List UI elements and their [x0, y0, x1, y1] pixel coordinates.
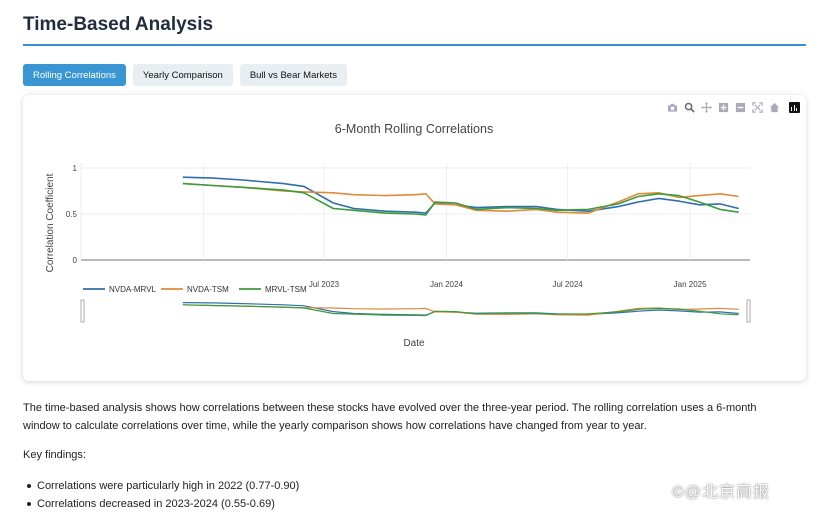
- pan-icon[interactable]: [700, 101, 713, 114]
- y-tick-label: 0.5: [66, 210, 78, 219]
- plotly-logo-icon[interactable]: [789, 102, 800, 113]
- y-tick-label: 0: [73, 256, 78, 265]
- list-item: Correlations decreased in 2023-2024 (0.5…: [27, 495, 299, 513]
- bullet-icon: [27, 484, 31, 488]
- tab-rolling-correlations[interactable]: Rolling Correlations: [23, 64, 126, 86]
- zoom-out-icon[interactable]: [734, 101, 747, 114]
- reset-axes-icon[interactable]: [768, 101, 781, 114]
- slider-handle-right[interactable]: [746, 299, 751, 323]
- range-slider[interactable]: [80, 299, 751, 323]
- findings-list: Correlations were particularly high in 2…: [27, 477, 299, 513]
- title-divider: [23, 44, 806, 46]
- x-tick-label: Jul 2024: [552, 280, 583, 289]
- chart-title: 6-Month Rolling Correlations: [335, 122, 493, 136]
- key-findings-label: Key findings:: [23, 449, 86, 461]
- chart-series-group: [182, 176, 739, 216]
- chart-grid: [80, 163, 750, 261]
- bullet-icon: [27, 502, 31, 506]
- autoscale-icon[interactable]: [751, 101, 764, 114]
- camera-icon[interactable]: [666, 101, 679, 114]
- tab-bull-vs-bear-markets[interactable]: Bull vs Bear Markets: [239, 64, 347, 86]
- finding-text: Correlations were particularly high in 2…: [37, 480, 300, 492]
- legend-item-mrvl-tsm[interactable]: MRVL-TSM: [265, 285, 307, 294]
- tab-yearly-comparison[interactable]: Yearly Comparison: [132, 64, 233, 86]
- y-axis-title: Correlation Coefficient: [45, 173, 56, 272]
- page-title: Time-Based Analysis: [23, 14, 214, 35]
- legend-item-nvda-mrvl[interactable]: NVDA-MRVL: [109, 285, 157, 294]
- tab-bar: Rolling Correlations Yearly Comparison B…: [23, 64, 347, 86]
- slider-handle-left[interactable]: [80, 299, 85, 323]
- x-tick-label: Jan 2025: [674, 280, 707, 289]
- chart-legend[interactable]: NVDA-MRVL NVDA-TSM MRVL-TSM: [83, 285, 307, 294]
- series-line-nvda-mrvl[interactable]: [182, 176, 739, 214]
- watermark: ©@北京商报: [672, 484, 771, 501]
- analysis-description: The time-based analysis shows how correl…: [23, 402, 757, 432]
- list-item: Correlations were particularly high in 2…: [27, 477, 299, 495]
- chart-card: 6-Month Rolling Correlations Correlation…: [23, 95, 806, 381]
- legend-item-nvda-tsm[interactable]: NVDA-TSM: [187, 285, 229, 294]
- slider-series-mrvl-tsm: [182, 304, 739, 317]
- x-tick-label: Jan 2024: [430, 280, 463, 289]
- zoom-in-icon[interactable]: [717, 101, 730, 114]
- finding-text: Correlations decreased in 2023-2024 (0.5…: [37, 498, 275, 510]
- x-tick-label: Jul 2023: [309, 280, 340, 289]
- zoom-icon[interactable]: [683, 101, 696, 114]
- x-axis-title: Date: [403, 338, 425, 349]
- y-tick-label: 1: [73, 164, 78, 173]
- plot-modebar: [666, 101, 800, 114]
- series-line-mrvl-tsm[interactable]: [182, 182, 739, 216]
- rolling-correlation-chart[interactable]: 6-Month Rolling Correlations Correlation…: [23, 95, 806, 381]
